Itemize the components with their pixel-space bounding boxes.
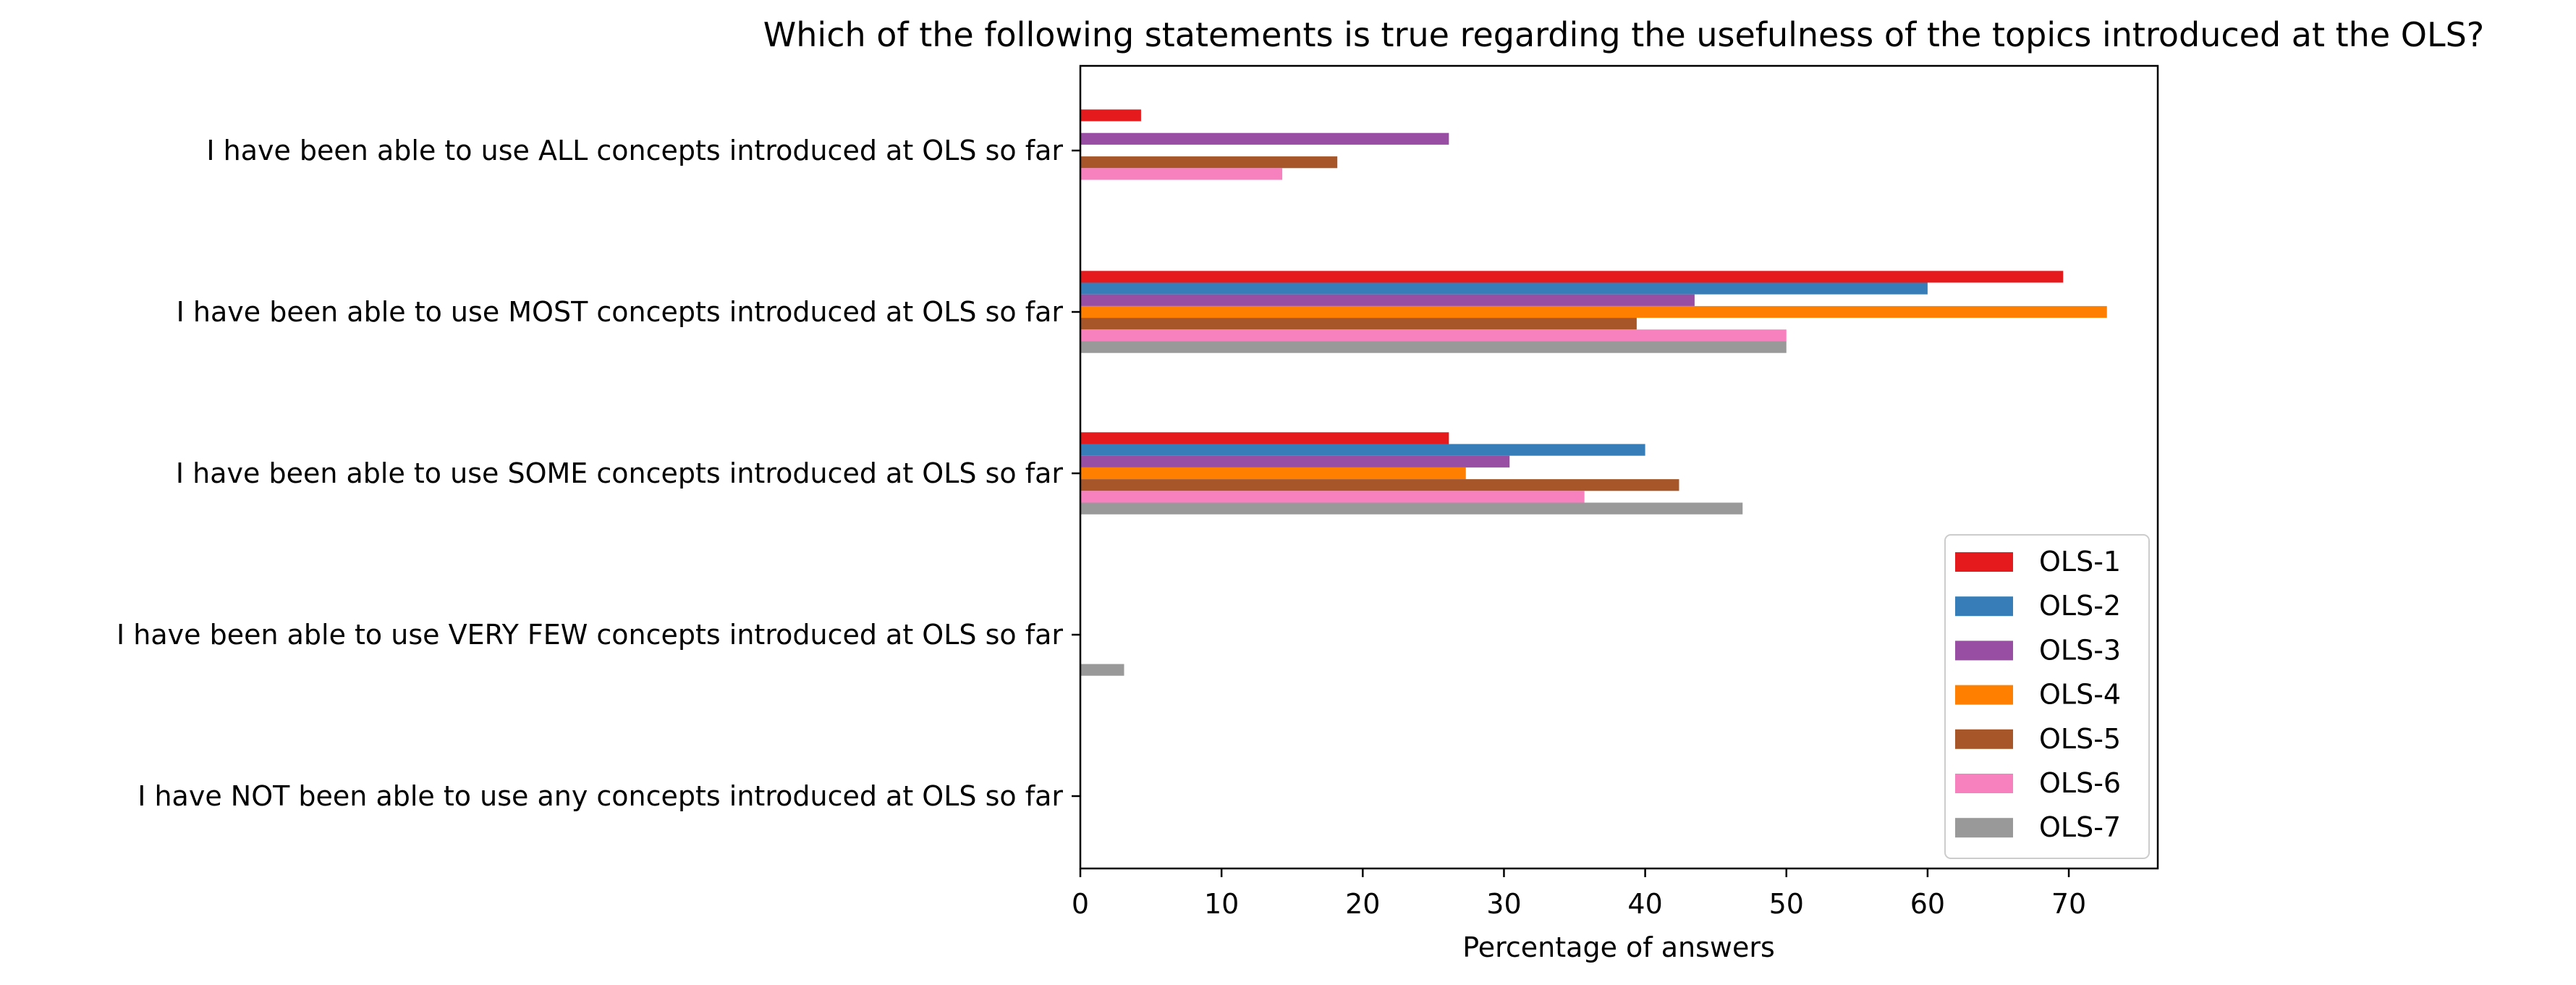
bar-ols-4-cat-2 (1080, 305, 2107, 318)
x-tick-label: 10 (1204, 888, 1239, 920)
bar-ols-5-cat-2 (1080, 318, 1637, 330)
y-tick-label: I have been able to use ALL concepts int… (206, 135, 1063, 166)
x-tick-label: 50 (1769, 888, 1804, 920)
bar-ols-1-cat-1 (1080, 109, 1141, 122)
y-tick-label: I have been able to use MOST concepts in… (177, 296, 1064, 328)
legend-swatch-ols-4 (1955, 685, 2013, 705)
legend-swatch-ols-5 (1955, 729, 2013, 749)
legend-label-ols-6: OLS-6 (2039, 767, 2121, 799)
bar-ols-7-cat-3 (1080, 502, 1743, 515)
x-tick-label: 70 (2051, 888, 2086, 920)
bar-ols-3-cat-1 (1080, 132, 1449, 145)
legend-label-ols-1: OLS-1 (2039, 546, 2121, 578)
bar-ols-5-cat-3 (1080, 479, 1679, 491)
bar-ols-1-cat-3 (1080, 432, 1449, 444)
y-tick-label: I have NOT been able to use any concepts… (137, 780, 1063, 812)
bar-ols-6-cat-2 (1080, 329, 1787, 342)
bars-group (1080, 109, 2107, 676)
legend: OLS-1 OLS-2 OLS-3 OLS-4 OLS-5 OLS-6 OLS-7 (1944, 534, 2150, 859)
bar-ols-1-cat-2 (1080, 271, 2064, 283)
plot-frame (1079, 64, 2159, 870)
x-tick-label: 20 (1345, 888, 1380, 920)
legend-swatch-ols-7 (1955, 818, 2013, 838)
legend-swatch-ols-6 (1955, 774, 2013, 793)
bar-ols-6-cat-3 (1080, 491, 1585, 503)
bar-ols-4-cat-3 (1080, 467, 1466, 480)
bar-ols-3-cat-2 (1080, 294, 1695, 306)
bar-ols-2-cat-3 (1080, 444, 1645, 456)
bar-ols-5-cat-1 (1080, 156, 1338, 169)
legend-label-ols-5: OLS-5 (2039, 723, 2121, 755)
legend-swatch-ols-3 (1955, 641, 2013, 661)
bar-ols-3-cat-3 (1080, 455, 1510, 468)
legend-swatch-ols-1 (1955, 552, 2013, 572)
y-tick-label: I have been able to use VERY FEW concept… (116, 619, 1063, 651)
legend-label-ols-3: OLS-3 (2039, 634, 2121, 666)
x-tick-label: 40 (1627, 888, 1662, 920)
x-tick-label: 30 (1486, 888, 1521, 920)
legend-label-ols-7: OLS-7 (2039, 811, 2121, 843)
y-tick-label: I have been able to use SOME concepts in… (176, 457, 1064, 489)
bar-ols-7-cat-2 (1080, 341, 1787, 353)
y-axis-ticks: I have been able to use ALL concepts int… (116, 135, 1080, 812)
legend-swatch-ols-2 (1955, 596, 2013, 617)
bar-ols-6-cat-1 (1080, 168, 1283, 180)
x-axis-ticks: 0 10 20 30 40 50 60 70 (1072, 868, 2086, 920)
x-tick-label: 60 (1910, 888, 1945, 920)
legend-label-ols-2: OLS-2 (2039, 590, 2121, 622)
legend-label-ols-4: OLS-4 (2039, 679, 2121, 711)
x-tick-label: 0 (1072, 888, 1089, 920)
x-axis-label: Percentage of answers (1462, 931, 1775, 963)
chart-title: Which of the following statements is tru… (763, 15, 2484, 54)
bar-ols-2-cat-2 (1080, 282, 1928, 295)
bar-ols-7-cat-4 (1080, 664, 1124, 676)
